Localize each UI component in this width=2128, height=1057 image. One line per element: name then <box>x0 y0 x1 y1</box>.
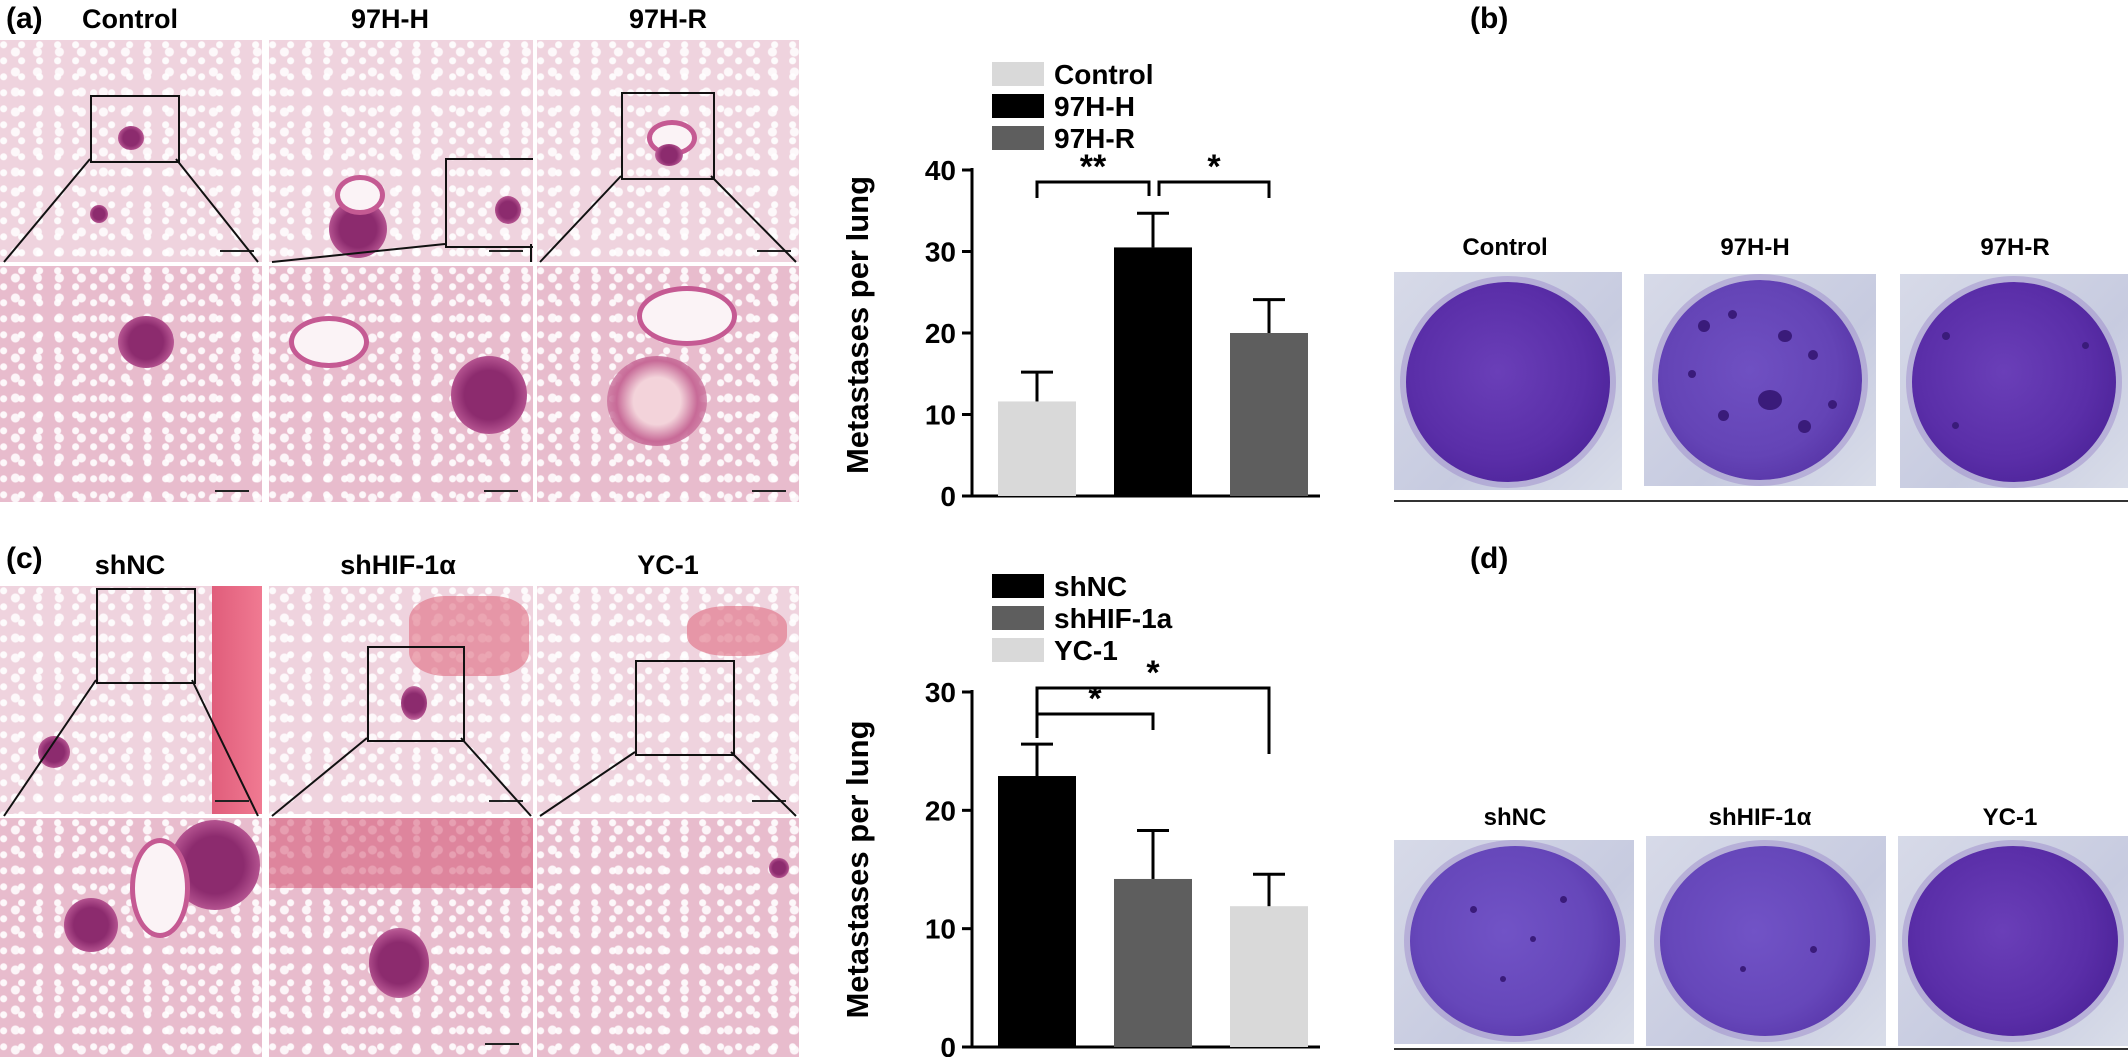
micrograph-c-shhif-high <box>269 818 533 1057</box>
micrograph-c-shnc-high <box>0 818 262 1057</box>
y-axis-label: Metastases per lung <box>840 176 875 474</box>
zoom-box <box>90 95 180 163</box>
y-axis-label: Metastases per lung <box>840 720 875 1018</box>
legend-label: 97H-H <box>1054 91 1135 122</box>
significance-marker: * <box>1207 148 1221 186</box>
micrograph-a-97hh-low <box>269 40 533 262</box>
hist-label-c-2: shHIF-1α <box>340 550 456 580</box>
significance-bracket <box>1157 180 1271 198</box>
significance-marker: ** <box>1080 148 1107 186</box>
hist-label-a-2: 97H-H <box>350 4 430 34</box>
colony-dish-image <box>1394 840 1634 1044</box>
micrograph-c-shhif-low <box>269 586 533 814</box>
panel-letter-b: (b) <box>1470 2 1509 35</box>
colony-dish-image <box>1646 836 1886 1046</box>
colony-dish-image <box>1394 272 1622 490</box>
panel-letter-c: (c) <box>6 542 43 575</box>
y-tick-label: 40 <box>925 155 956 186</box>
hist-label-a-1: Control <box>82 4 178 34</box>
legend-label: Control <box>1054 59 1154 90</box>
bar <box>1114 247 1192 496</box>
micrograph-a-97hh-high <box>269 266 533 502</box>
dish-label-b-3: 97H-R <box>1980 234 2050 261</box>
colony-dish-image <box>1644 274 1876 486</box>
micrograph-a-97hr-low <box>537 40 799 262</box>
micrograph-c-shnc-low <box>0 586 262 814</box>
hist-label-c-1: shNC <box>94 550 166 580</box>
significance-bracket <box>1035 686 1271 754</box>
significance-marker: * <box>1088 680 1102 718</box>
zoom-connector-lines-c <box>3 679 797 817</box>
legend-swatch <box>992 574 1044 598</box>
micrograph-a-control-high <box>0 266 262 502</box>
zoom-box <box>96 588 196 684</box>
legend-label: YC-1 <box>1054 635 1118 666</box>
y-tick-label: 0 <box>940 481 956 512</box>
colony-dish-image <box>1898 836 2128 1046</box>
significance-bracket <box>1035 180 1151 198</box>
y-tick-label: 20 <box>925 795 956 826</box>
bar <box>998 776 1076 1047</box>
bar <box>998 401 1076 496</box>
micrograph-a-97hr-high <box>537 266 799 502</box>
y-tick-label: 10 <box>925 914 956 945</box>
legend-swatch <box>992 126 1044 150</box>
bar <box>1230 333 1308 496</box>
y-tick-label: 20 <box>925 318 956 349</box>
zoom-box <box>621 92 715 180</box>
hist-label-a-3: 97H-R <box>628 4 708 34</box>
zoom-connector-lines-a <box>3 158 797 263</box>
legend-label: 97H-R <box>1054 123 1135 154</box>
y-tick-label: 10 <box>925 400 956 431</box>
legend-swatch <box>992 94 1044 118</box>
legend-label: shHIF-1a <box>1054 603 1173 634</box>
bar <box>1230 906 1308 1047</box>
hist-label-c-3: YC-1 <box>637 550 699 580</box>
legend-label: shNC <box>1054 571 1127 602</box>
zoom-box <box>367 646 465 742</box>
dish-label-d-1: shNC <box>1483 804 1547 831</box>
divider-line <box>1394 1048 2128 1050</box>
y-tick-label: 0 <box>940 1032 956 1057</box>
legend-swatch <box>992 62 1044 86</box>
panel-letter-a: (a) <box>6 2 43 35</box>
dish-label-d-3: YC-1 <box>1982 804 2038 831</box>
colony-dish-image <box>1900 274 2128 488</box>
micrograph-c-yc1-high <box>537 818 799 1057</box>
micrograph-a-control-low <box>0 40 262 262</box>
zoom-box <box>445 158 533 248</box>
significance-marker: * <box>1146 654 1160 692</box>
y-tick-label: 30 <box>925 677 956 708</box>
legend-swatch <box>992 606 1044 630</box>
dish-label-d-2: shHIF-1α <box>1708 804 1812 831</box>
zoom-box <box>635 660 735 756</box>
divider-line <box>1394 500 2128 502</box>
panel-letter-d: (d) <box>1470 542 1509 575</box>
y-tick-label: 30 <box>925 237 956 268</box>
legend-swatch <box>992 638 1044 662</box>
bar <box>1114 878 1192 1047</box>
dish-label-b-2: 97H-H <box>1720 234 1790 261</box>
dish-label-b-1: Control <box>1462 234 1548 261</box>
